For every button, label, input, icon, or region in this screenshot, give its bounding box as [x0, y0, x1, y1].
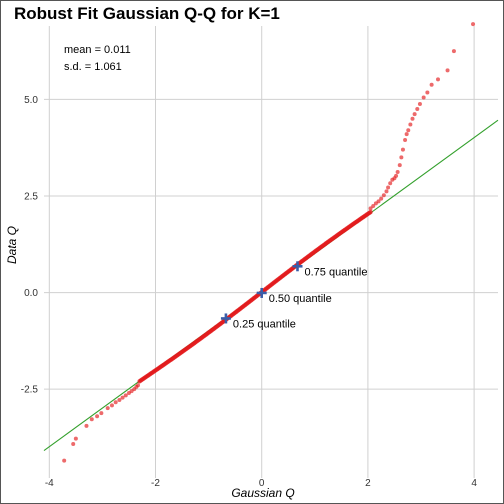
- data-point: [121, 396, 125, 400]
- data-point: [386, 185, 390, 189]
- grid: [44, 26, 498, 478]
- data-point: [411, 117, 415, 121]
- data-point: [415, 107, 419, 111]
- quantile-markers: 0.25 quantile 0.50 quantile 0.75 quantile: [221, 261, 368, 330]
- data-point: [403, 138, 407, 142]
- x-tick-label: -2: [151, 478, 160, 489]
- sd-stat: s.d. = 1.061: [64, 61, 122, 73]
- y-axis-label: Data Q: [5, 226, 19, 264]
- data-point: [62, 459, 66, 463]
- data-point: [398, 163, 402, 167]
- quantile-label: 0.75 quantile: [304, 266, 367, 278]
- y-tick-label: -2.5: [21, 385, 39, 396]
- x-tick-label: 4: [471, 478, 477, 489]
- data-point: [471, 22, 475, 26]
- data-point: [117, 398, 121, 402]
- data-point: [106, 406, 110, 410]
- data-point: [425, 90, 429, 94]
- y-tick-label: 5.0: [24, 95, 38, 106]
- data-point: [95, 414, 99, 418]
- data-point: [74, 437, 78, 441]
- data-point: [99, 411, 103, 415]
- y-tick-label: 0.0: [24, 288, 38, 299]
- data-point: [110, 403, 114, 407]
- data-point: [406, 128, 410, 132]
- x-tick-label: 2: [365, 478, 371, 489]
- mean-stat: mean = 0.011: [64, 44, 131, 56]
- tick-labels: -4 -2 0 2 4-2.50.02.55.0: [21, 95, 478, 489]
- x-tick-label: -4: [45, 478, 54, 489]
- data-point: [422, 95, 426, 99]
- data-point: [394, 174, 398, 178]
- y-tick-label: 2.5: [24, 191, 38, 202]
- data-point: [436, 77, 440, 81]
- data-point: [401, 148, 405, 152]
- data-point: [384, 189, 388, 193]
- data-points: [62, 22, 475, 463]
- data-point: [71, 442, 75, 446]
- quantile-label: 0.25 quantile: [233, 318, 296, 330]
- data-point: [90, 417, 94, 421]
- data-point: [124, 393, 128, 397]
- data-point: [418, 102, 422, 106]
- data-point: [388, 181, 392, 185]
- x-axis-label: Gaussian Q: [231, 486, 294, 500]
- data-point: [399, 155, 403, 159]
- data-point: [405, 132, 409, 136]
- data-point: [430, 83, 434, 87]
- chart-title: Robust Fit Gaussian Q-Q for K=1: [14, 4, 280, 23]
- data-point: [114, 400, 118, 404]
- data-point: [368, 210, 372, 214]
- quantile-label: 0.50 quantile: [269, 293, 332, 305]
- data-point: [396, 170, 400, 174]
- data-point: [446, 68, 450, 72]
- data-point: [452, 49, 456, 53]
- data-point: [413, 112, 417, 116]
- data-point: [84, 424, 88, 428]
- data-point: [382, 193, 386, 197]
- data-point: [379, 197, 383, 201]
- data-point: [136, 383, 140, 387]
- data-point: [408, 123, 412, 127]
